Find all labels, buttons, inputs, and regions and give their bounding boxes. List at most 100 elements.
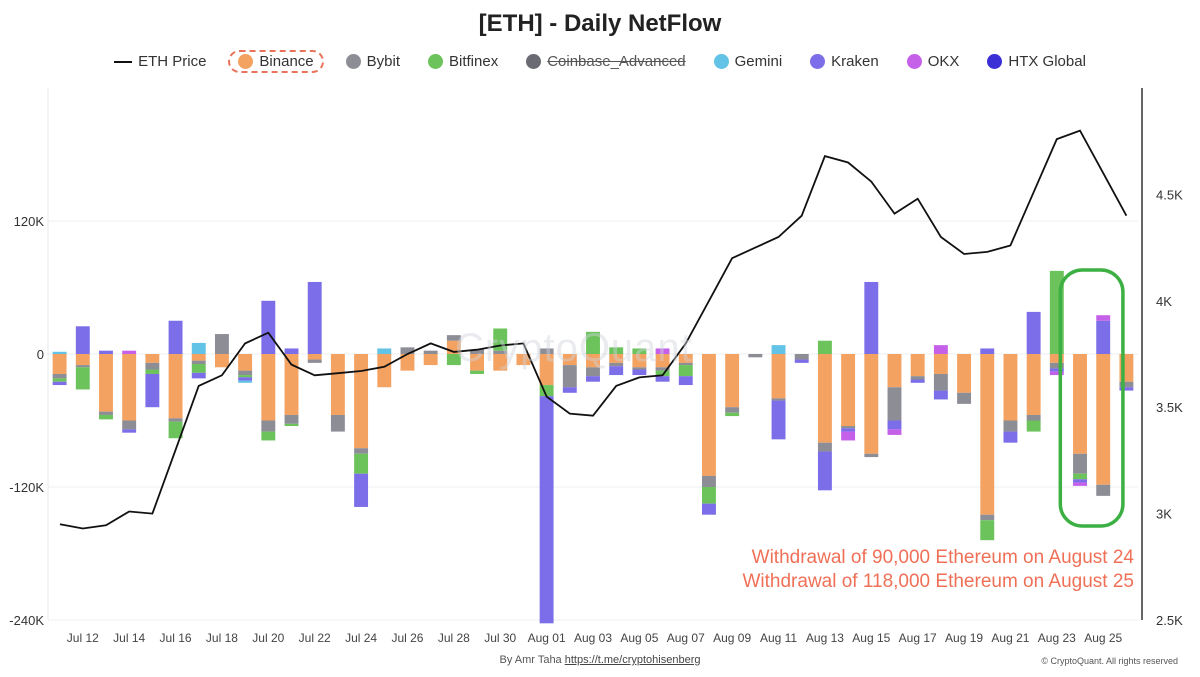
bar-okx [887,429,902,435]
x-tick-label: Jul 20 [252,631,284,645]
legend-item-eth-price[interactable]: ETH Price [108,51,212,72]
bar-bybit [52,373,67,379]
legend-item-gemini[interactable]: Gemini [708,51,789,72]
legend-label: OKX [927,53,960,70]
bar-bybit [470,349,484,354]
bar-binance [470,354,484,371]
bar-kraken [864,281,879,354]
bar-bybit [702,475,716,487]
aug24-25-highlight-box [1058,268,1125,528]
bar-binance [354,354,369,449]
bar-bybit [1119,381,1134,388]
bar-kraken [122,429,137,433]
x-tick-label: Aug 01 [528,631,566,645]
bar-binance [261,354,276,421]
bar-okx [1049,371,1064,376]
bar-gemini [52,351,67,354]
bar-bybit [609,362,624,367]
bar-binance [702,354,716,476]
author-credit: By Amr Taha https://t.me/cryptohisenberg [0,654,1200,666]
bar-bybit [75,365,90,368]
right-tick-label: 3K [1156,507,1172,522]
bar-binance [562,354,577,366]
bar-kraken [1026,311,1041,354]
bar-bybit [748,354,763,358]
bar-kraken [609,366,624,376]
legend-swatch [810,54,826,69]
legend-item-okx[interactable]: OKX [901,51,966,72]
bar-kraken [1073,479,1087,483]
bar-bybit [168,418,183,422]
bar-kraken [238,377,253,381]
bar-bitfinex [609,347,624,354]
bar-binance [655,354,670,368]
legend-swatch [345,54,361,69]
bar-bybit [725,407,740,413]
bar-bybit [957,392,972,404]
bar-bitfinex [52,378,67,382]
bar-binance [122,354,137,421]
x-tick-label: Jul 24 [345,631,377,645]
legend-item-kraken[interactable]: Kraken [804,51,885,72]
legend-item-bitfinex[interactable]: Bitfinex [422,51,504,72]
bar-bitfinex [702,487,716,504]
bar-bitfinex [470,370,484,374]
author-link[interactable]: https://t.me/cryptohisenberg [564,654,701,666]
legend-item-bybit[interactable]: Bybit [340,51,406,72]
x-tick-label: Jul 16 [160,631,192,645]
bar-binance [957,354,972,393]
eth-price-polyline [59,129,1128,530]
bar-kraken [168,320,183,354]
bar-bybit [864,453,879,458]
bar-kraken [307,281,322,354]
legend-label: Binance [259,53,314,70]
bar-binance [910,354,925,377]
bar-bybit [191,360,206,364]
legend-swatch [428,54,443,69]
x-tick-label: Aug 11 [760,631,797,645]
bar-bitfinex [725,412,740,417]
bar-kraken [771,400,786,440]
bar-bybit [817,442,832,452]
bar-binance [377,354,392,388]
cryptoquant-watermark: CryptoQuant [455,326,693,370]
legend-label: HTX Global [1008,53,1086,70]
x-tick-label: Aug 13 [806,631,844,645]
x-tick-label: Aug 03 [574,631,612,645]
bar-binance [191,354,206,361]
left-tick-label: -120K [9,480,44,495]
bar-bitfinex [238,375,253,378]
bar-kraken [539,396,554,624]
bar-kraken [678,376,693,386]
x-tick-label: Jul 28 [438,631,470,645]
bar-bybit [1049,362,1064,369]
bar-bitfinex [980,520,995,541]
bar-bitfinex [539,385,554,397]
legend-item-coinbase-advanced[interactable]: Coinbase_Advanced [520,51,691,72]
legend-label: Coinbase_Advanced [547,53,686,70]
bar-binance [168,354,183,419]
bar-bitfinex [586,331,600,354]
bar-binance [1073,354,1087,454]
bar-bybit [261,420,276,432]
bar-binance [214,354,229,368]
bar-bybit [980,514,995,521]
x-tick-label: Aug 07 [667,631,705,645]
bar-binance [400,354,415,371]
annotation-line-1: Withdrawal of 90,000 Ethereum on August … [751,547,1134,568]
bar-bitfinex [261,431,276,441]
bar-kraken [52,381,67,386]
bar-binance [817,354,832,443]
bar-bybit [887,387,902,421]
right-tick-label: 2.5K [1156,613,1183,628]
x-tick-label: Aug 21 [991,631,1029,645]
bar-bybit [284,414,299,424]
legend-item-binance[interactable]: Binance [228,50,324,73]
legend-label: Kraken [831,53,879,70]
legend-swatch [713,54,729,69]
chart-legend: ETH Price Binance Bybit Bitfinex Coinbase_Ad… [0,50,1200,73]
bar-bitfinex [446,354,461,366]
legend-item-htx-global[interactable]: HTX Global [981,51,1092,72]
x-tick-label: Aug 23 [1038,631,1076,645]
